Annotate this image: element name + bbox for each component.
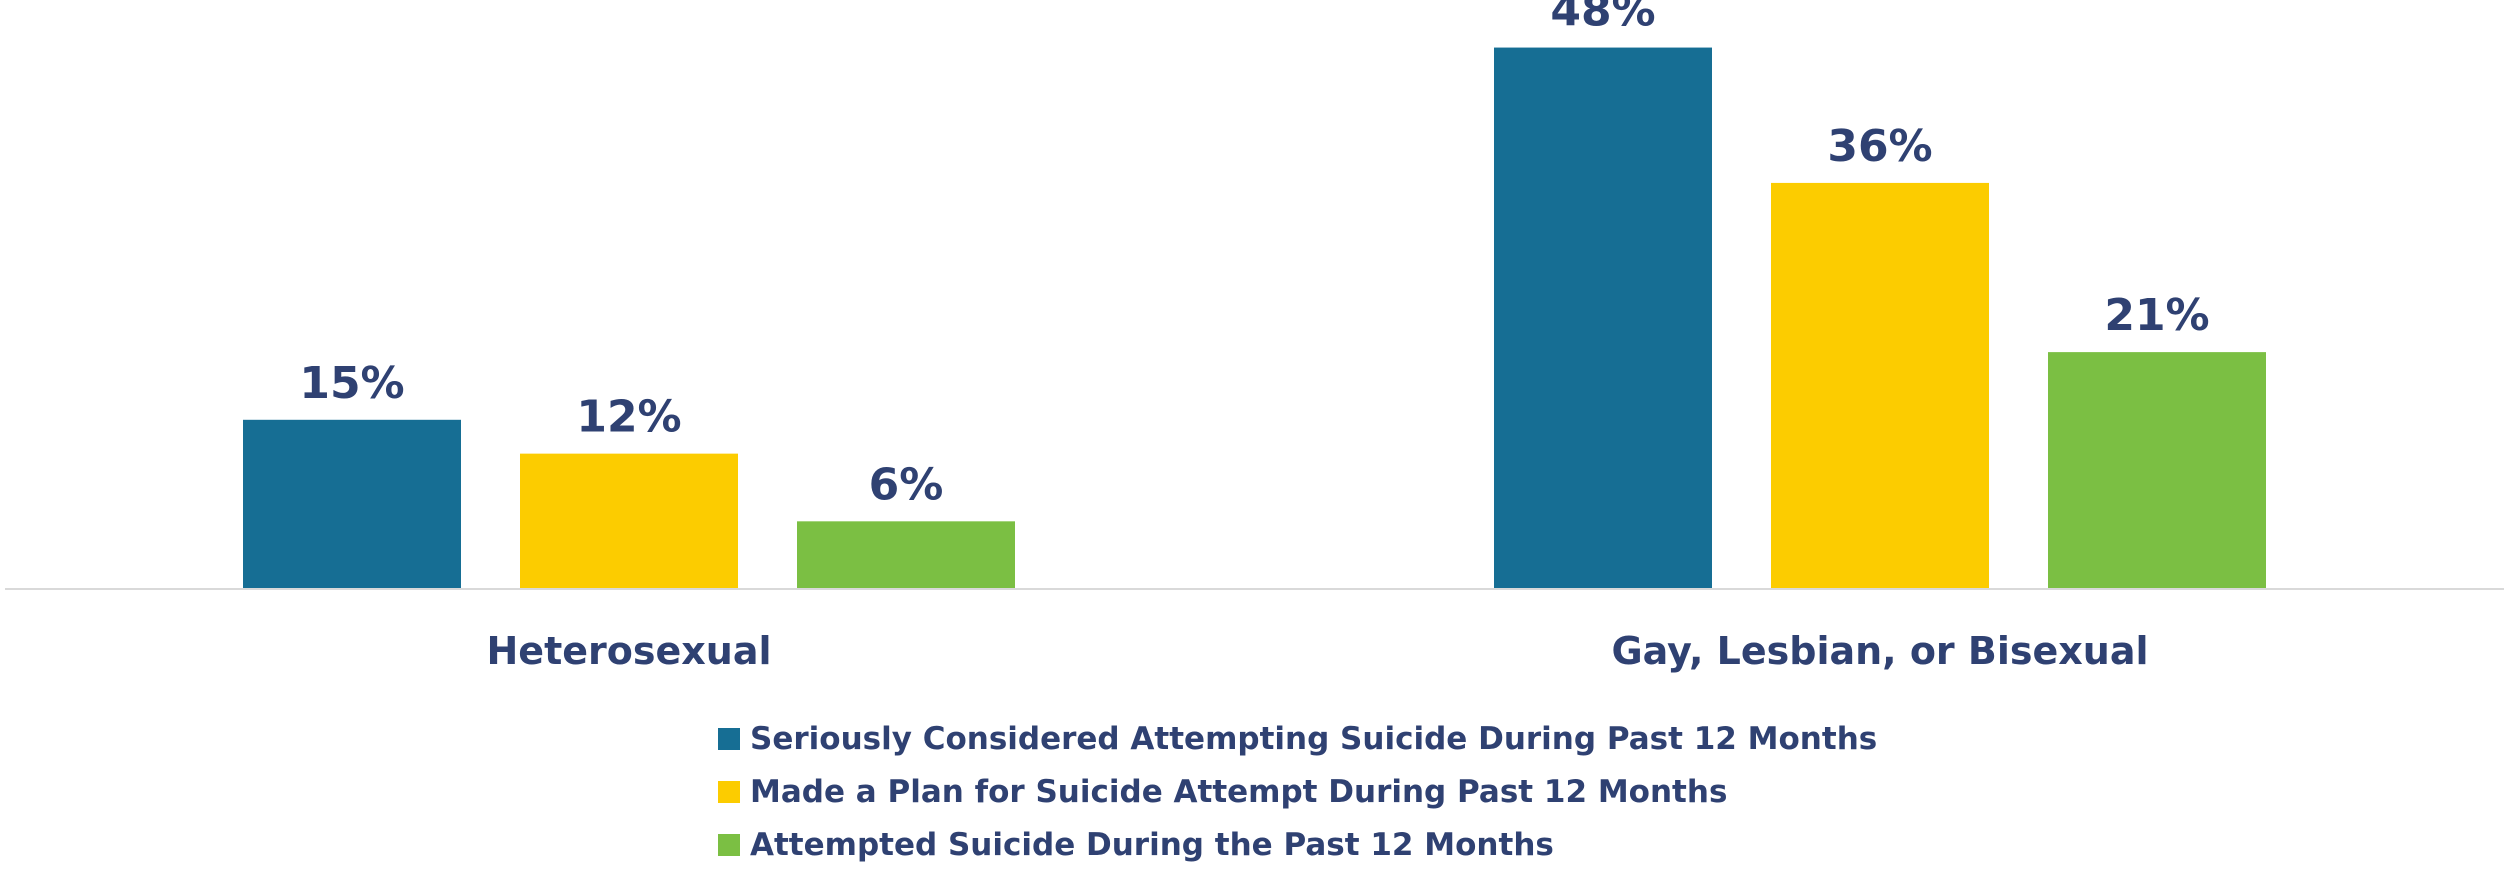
legend-item-3: Attempted Suicide During the Past 12 Mon… [718,818,1877,871]
legend-label-3: Attempted Suicide During the Past 12 Mon… [750,826,1554,863]
legend: Seriously Considered Attempting Suicide … [718,712,1877,871]
category-label-1: Heterosexual [487,629,772,673]
value-label-1-series-1: 15% [299,358,404,409]
legend-swatch-2 [718,780,740,803]
value-label-1-series-3: 6% [869,459,944,510]
legend-label-1: Seriously Considered Attempting Suicide … [750,720,1878,757]
bar-2-series-1 [1494,47,1712,590]
value-label-2-series-1: 48% [1550,0,1655,37]
category-label-2: Gay, Lesbian, or Bisexual [1611,629,2148,673]
value-label-1-series-2: 12% [576,392,681,443]
bar-2-series-2 [1771,182,1989,590]
value-label-2-series-2: 36% [1827,121,1932,172]
category-labels-group: Heterosexual Gay, Lesbian, or Bisexual [487,629,2149,673]
legend-label-2: Made a Plan for Suicide Attempt During P… [750,773,1728,810]
legend-swatch-1 [718,727,740,750]
value-label-2-series-3: 21% [2104,290,2209,341]
bar-1-series-3 [797,521,1015,589]
legend-item-1: Seriously Considered Attempting Suicide … [718,712,1877,765]
legend-swatch-3 [718,833,740,856]
bar-1-series-2 [520,453,738,589]
legend-item-2: Made a Plan for Suicide Attempt During P… [718,765,1877,818]
bar-1-series-1 [243,419,461,589]
bar-2-series-3 [2048,352,2266,589]
bars-group [243,47,2266,590]
value-labels-group: 15% 12% 6% 48% 36% 21% [299,0,2209,510]
